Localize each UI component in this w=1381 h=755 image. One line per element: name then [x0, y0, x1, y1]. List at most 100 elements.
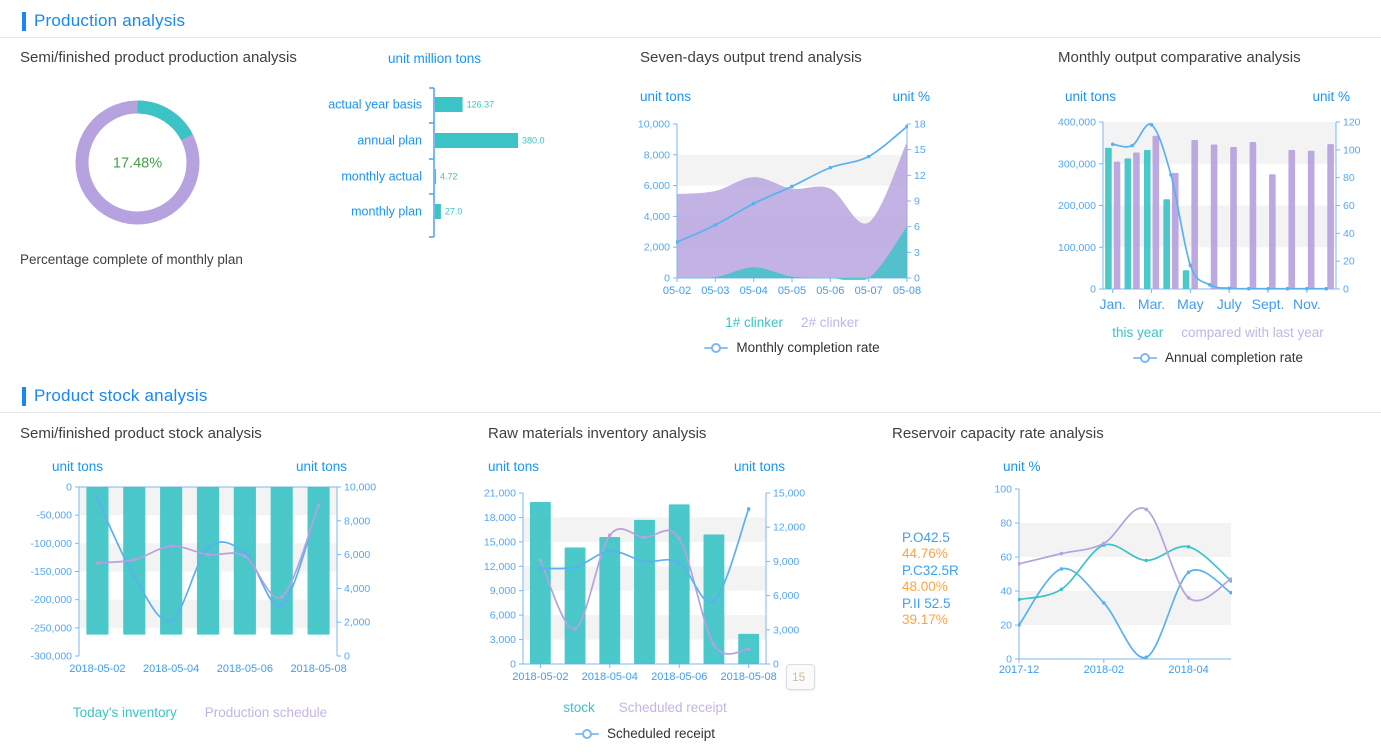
donut-caption: Percentage complete of monthly plan	[20, 252, 243, 267]
svg-text:2018-05-06: 2018-05-06	[651, 671, 707, 683]
svg-text:6,000: 6,000	[490, 610, 516, 622]
reservoir-label-pii525: P.II 52.5	[902, 595, 951, 611]
legend-item-compared-last-year[interactable]: compared with last year	[1181, 325, 1324, 340]
reservoir-chart: 0 20 40 60 80 100 2017-12 2018-02 2018-04	[994, 484, 1232, 676]
monthly-plan-donut-chart: 17.48%	[75, 100, 200, 225]
section-header-production: Production analysis	[22, 9, 185, 33]
section-accent-bar	[22, 386, 26, 406]
section-title: Production analysis	[34, 11, 186, 30]
panel-title-seven-days: Seven-days output trend analysis	[640, 49, 862, 66]
legend-item-production-schedule[interactable]: Production schedule	[204, 705, 328, 720]
svg-text:6,000: 6,000	[644, 180, 670, 192]
legend-item-stock[interactable]: stock	[563, 700, 595, 715]
svg-text:-150,000: -150,000	[31, 566, 73, 578]
svg-text:July: July	[1217, 296, 1242, 312]
svg-text:20: 20	[1000, 620, 1012, 632]
svg-text:8,000: 8,000	[644, 149, 670, 161]
unit-label-tons-right-3: unit tons	[295, 459, 347, 474]
svg-text:05-04: 05-04	[740, 285, 768, 297]
product-stock-chart: -300,000 -250,000 -200,000 -150,000 -100,000…	[31, 482, 377, 676]
line-marker-icon	[704, 342, 729, 353]
svg-text:6,000: 6,000	[344, 549, 370, 561]
raw-materials-chart: 0 3,000 6,000 9,000 12,000 15,000 18,000 21,000…	[484, 488, 805, 684]
reservoir-value-pc325r: 48.00%	[902, 579, 948, 595]
section-divider	[0, 412, 1381, 413]
legend-item-2-clinker[interactable]: 2# clinker	[801, 315, 859, 330]
svg-text:monthly plan: monthly plan	[351, 205, 422, 219]
svg-text:0: 0	[1006, 654, 1012, 666]
svg-text:0: 0	[344, 651, 350, 663]
legend-item-annual-completion-rate[interactable]: Annual completion rate	[1132, 350, 1303, 365]
svg-text:2018-05-04: 2018-05-04	[582, 671, 638, 683]
svg-text:3: 3	[914, 247, 920, 259]
svg-text:15: 15	[914, 144, 926, 156]
svg-text:380.0: 380.0	[522, 136, 545, 146]
svg-text:100: 100	[994, 484, 1012, 496]
svg-text:126.37: 126.37	[467, 100, 495, 110]
legend-item-1-clinker[interactable]: 1# clinker	[725, 315, 783, 330]
svg-text:-200,000: -200,000	[31, 594, 73, 606]
legend-item-todays-inventory[interactable]: Today's inventory	[72, 705, 177, 720]
svg-text:3,000: 3,000	[773, 624, 799, 636]
unit-label-tons-right-4: unit tons	[733, 459, 785, 474]
svg-text:10,000: 10,000	[344, 482, 376, 494]
svg-text:4.72: 4.72	[440, 172, 458, 182]
svg-text:15,000: 15,000	[773, 488, 805, 500]
reservoir-label-pc325r: P.C32.5R	[902, 562, 959, 578]
svg-text:400,000: 400,000	[1058, 117, 1096, 129]
svg-text:80: 80	[1343, 172, 1355, 184]
legend-item-scheduled-receipt-line[interactable]: Scheduled receipt	[574, 726, 715, 741]
svg-text:12,000: 12,000	[773, 522, 805, 534]
section-header-stock: Product stock analysis	[22, 384, 208, 408]
panel-title-product-stock: Semi/finished product stock analysis	[20, 425, 262, 442]
svg-text:80: 80	[1000, 518, 1012, 530]
legend-item-scheduled-receipt[interactable]: Scheduled receipt	[618, 700, 727, 715]
svg-text:05-07: 05-07	[855, 285, 883, 297]
svg-text:4,000: 4,000	[644, 211, 670, 223]
svg-text:100: 100	[1343, 144, 1361, 156]
svg-text:Sept.: Sept.	[1252, 296, 1285, 312]
monthly-output-legend: this year compared with last year	[1063, 325, 1373, 340]
svg-text:2018-05-02: 2018-05-02	[512, 671, 568, 683]
svg-text:120: 120	[1343, 117, 1361, 129]
svg-text:27.0: 27.0	[445, 207, 463, 217]
svg-text:2018-02: 2018-02	[1084, 664, 1124, 676]
svg-text:17.48%: 17.48%	[113, 156, 162, 172]
panel-title-production: Semi/finished product production analysi…	[20, 49, 297, 66]
svg-text:10,000: 10,000	[638, 119, 670, 131]
svg-text:May: May	[1177, 296, 1203, 312]
svg-text:2018-04: 2018-04	[1168, 664, 1208, 676]
legend-item-this-year[interactable]: this year	[1112, 325, 1164, 340]
svg-text:2018-05-08: 2018-05-08	[290, 663, 346, 675]
svg-text:9,000: 9,000	[773, 556, 799, 568]
panel-title-raw-materials: Raw materials inventory analysis	[488, 425, 707, 442]
svg-text:2018-05-06: 2018-05-06	[217, 663, 273, 675]
reservoir-info-block: P.O42.5 44.76% P.C32.5R 48.00% P.II 52.5…	[902, 530, 959, 628]
panel-title-reservoir: Reservoir capacity rate analysis	[892, 425, 1104, 442]
legend-item-monthly-completion-rate[interactable]: Monthly completion rate	[704, 340, 880, 355]
svg-text:0: 0	[914, 273, 920, 285]
svg-text:18: 18	[914, 119, 926, 131]
svg-text:15,000: 15,000	[484, 536, 516, 548]
reservoir-label-po425: P.O42.5	[902, 530, 950, 545]
reservoir-value-po425: 44.76%	[902, 546, 948, 562]
svg-text:05-03: 05-03	[701, 285, 729, 297]
svg-text:2018-05-04: 2018-05-04	[143, 663, 199, 675]
svg-text:0: 0	[1343, 284, 1349, 296]
svg-text:Jan.: Jan.	[1099, 296, 1125, 312]
svg-text:05-02: 05-02	[663, 285, 691, 297]
svg-text:Mar.: Mar.	[1138, 296, 1165, 312]
svg-text:300,000: 300,000	[1058, 158, 1096, 170]
svg-text:05-08: 05-08	[893, 285, 921, 297]
svg-text:12: 12	[914, 170, 926, 182]
product-stock-legend: Today's inventory Production schedule	[30, 705, 370, 720]
svg-text:60: 60	[1343, 200, 1355, 212]
svg-text:2018-05-02: 2018-05-02	[69, 663, 125, 675]
page-indicator-badge[interactable]: 15	[786, 664, 815, 690]
section-accent-bar	[22, 11, 26, 31]
production-hbar-chart: 126.37 actual year basis 380.0 annual plan 4…	[328, 87, 545, 238]
line-marker-icon	[574, 728, 599, 739]
svg-text:9: 9	[914, 196, 920, 208]
unit-label-tons-left-4: unit tons	[488, 459, 540, 474]
